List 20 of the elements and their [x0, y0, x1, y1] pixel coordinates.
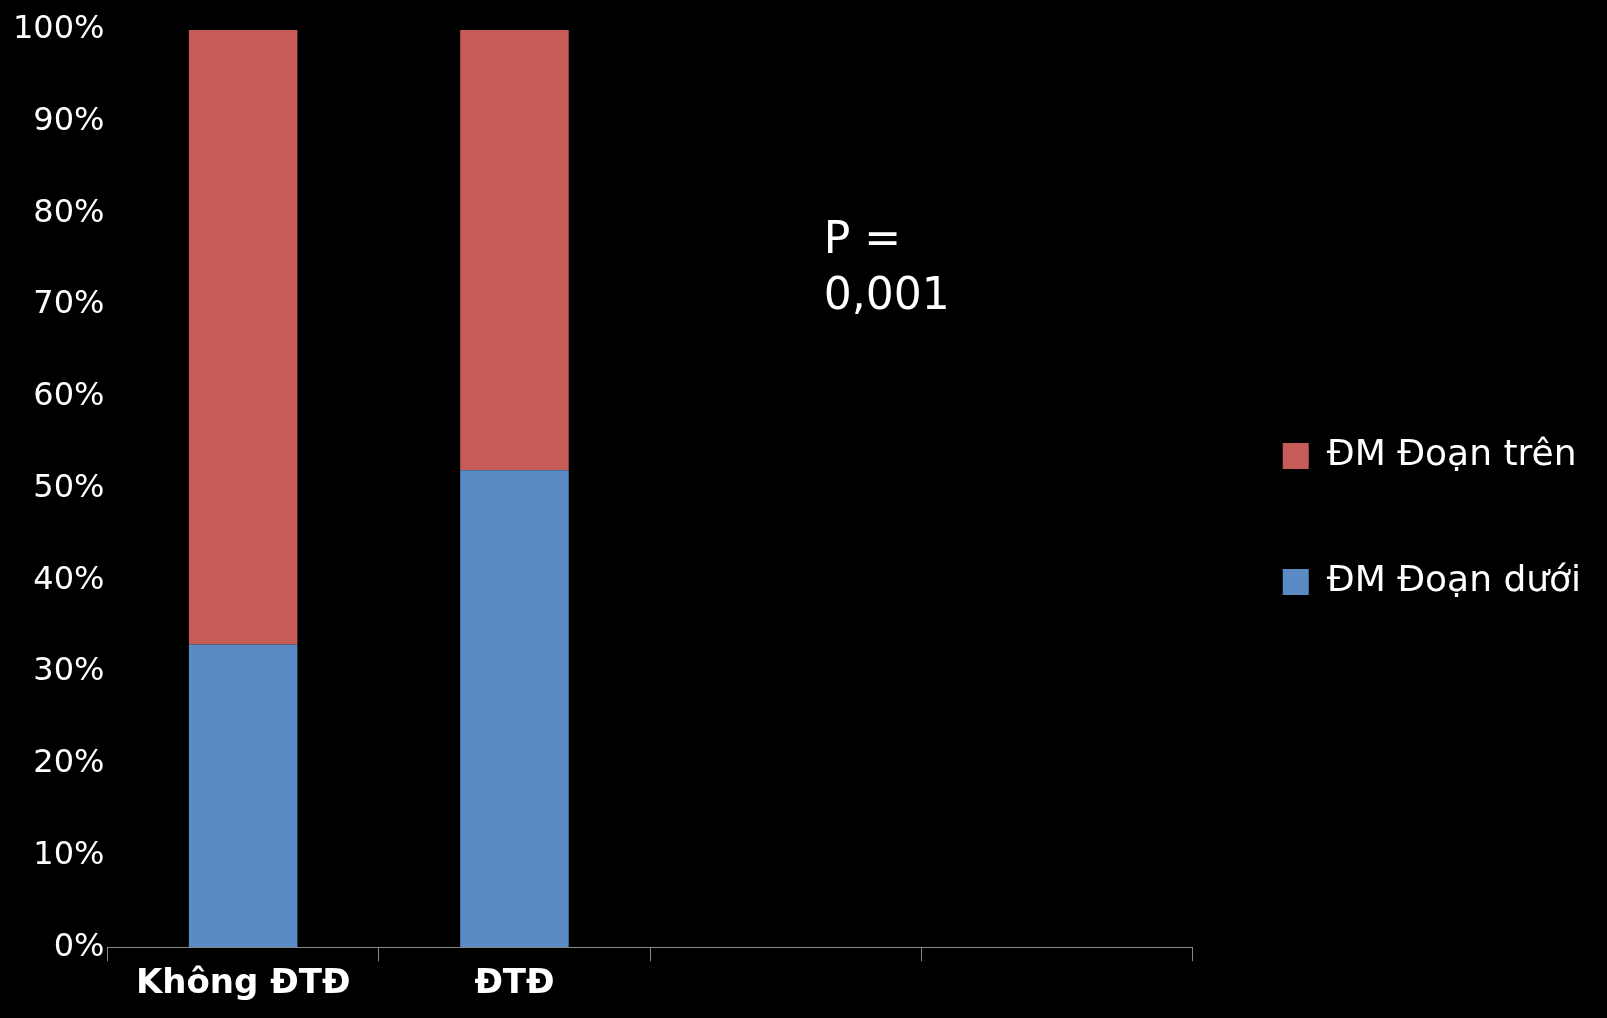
- y-tick-label: 40%: [33, 558, 105, 597]
- annotation: P = 0,001: [823, 212, 950, 320]
- x-tick-label: Không ĐTĐ: [135, 961, 351, 1002]
- y-tick-label: 20%: [33, 742, 105, 781]
- legend-label: ĐM Đoạn trên: [1326, 432, 1577, 474]
- y-tick-label: 100%: [13, 8, 105, 47]
- y-tick-label: 30%: [33, 650, 105, 689]
- y-tick-label: 50%: [33, 466, 105, 505]
- y-tick-label: 80%: [33, 191, 105, 230]
- bar: [460, 30, 569, 471]
- bar: [460, 470, 569, 948]
- bar: [188, 30, 298, 645]
- y-tick-label: 70%: [33, 283, 105, 322]
- bar: [188, 644, 298, 948]
- y-tick-label: 60%: [33, 375, 105, 414]
- x-tick-label: ĐTĐ: [474, 961, 555, 1002]
- y-tick-label: 0%: [53, 925, 105, 964]
- y-tick-label: 90%: [33, 100, 105, 139]
- y-tick-label: 10%: [33, 833, 105, 872]
- legend-label: ĐM Đoạn dưới: [1326, 558, 1582, 600]
